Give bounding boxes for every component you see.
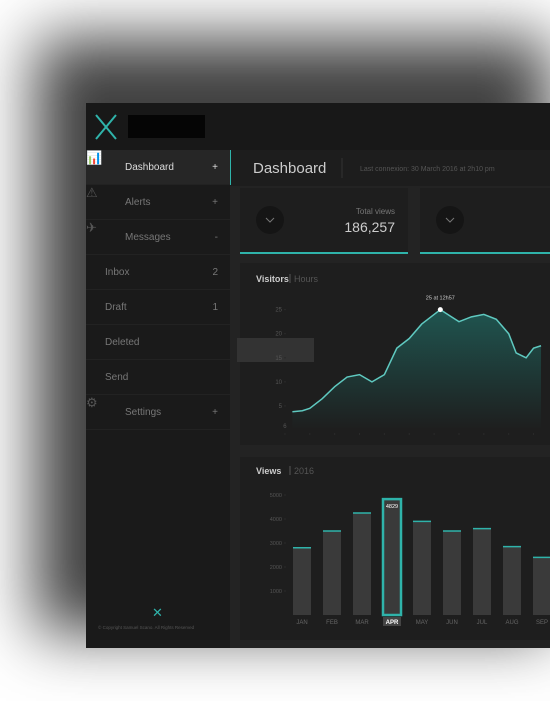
x-tick-label: JAN <box>296 620 307 626</box>
nav-label: Inbox <box>105 267 130 278</box>
app: 📊 Dashboard + ⚠ Alerts + ✈ Messages - Inbox 2 Draft… <box>86 103 550 648</box>
y-tick-label: 15 <box>275 356 282 362</box>
bar <box>503 546 521 615</box>
nav-label: Draft <box>105 302 127 313</box>
stat-icon <box>256 206 284 234</box>
nav-item[interactable]: ⚙ Settings + <box>86 395 230 430</box>
nav-count: 1 <box>212 302 218 313</box>
sidebar: 📊 Dashboard + ⚠ Alerts + ✈ Messages - Inbox 2 Draft… <box>86 150 230 648</box>
y-tick-label: 2000 <box>270 565 282 571</box>
x-tick-label: SEP <box>536 620 548 626</box>
nav-count: 2 <box>212 267 218 278</box>
y-tick-label: 25 <box>275 308 282 314</box>
chart-title: Views <box>256 466 281 476</box>
stat-label: Total views <box>356 207 395 216</box>
bar <box>293 547 311 615</box>
x-tick-label: FEB <box>326 620 338 626</box>
nav-item[interactable]: ✈ Messages - <box>86 220 230 255</box>
x-tick-label: JUL <box>477 620 488 626</box>
x-tick-label: AUG <box>505 620 518 626</box>
main: Dashboard Last connexion: 30 March 2016 a… <box>229 150 550 648</box>
nav-item[interactable]: Inbox 2 <box>86 255 230 290</box>
nav-item[interactable]: 📊 Dashboard + <box>86 150 230 185</box>
bar-value-label: 4829 <box>386 504 398 510</box>
line <box>292 308 542 413</box>
nav-indicator: + <box>212 197 218 208</box>
top-bar <box>86 103 550 150</box>
area <box>292 309 542 430</box>
nav-icon: ⚠ <box>86 185 98 200</box>
bar <box>473 528 491 615</box>
nav-label: Send <box>105 372 129 383</box>
y-tick-label: 10 <box>275 380 282 386</box>
nav-indicator: + <box>212 162 218 173</box>
chart-subtitle: Hours <box>294 274 319 284</box>
bar <box>533 557 550 615</box>
stat-value: 186,257 <box>344 219 395 235</box>
stat-chevron <box>265 217 275 223</box>
nav-item[interactable]: Draft 1 <box>86 290 230 325</box>
page-title: Dashboard <box>253 160 326 177</box>
bar <box>323 531 341 615</box>
bar <box>353 513 371 615</box>
nav-label: Messages <box>125 232 171 243</box>
copyright: © Copyright Samuel Scano. All Rights Res… <box>98 625 195 630</box>
x-tick-label: 6 <box>283 424 287 430</box>
nav-label: Alerts <box>125 197 151 208</box>
x-tick-label: MAY <box>416 620 429 626</box>
header-bg <box>230 150 550 186</box>
y-tick-label: 4000 <box>270 517 282 523</box>
nav-icon: ⚙ <box>86 395 98 410</box>
y-tick-label: 3000 <box>270 541 282 547</box>
nav-item[interactable]: ⚠ Alerts + <box>86 185 230 220</box>
y-tick-label: 5 <box>279 404 283 410</box>
nav-icon: ✈ <box>86 220 97 235</box>
stat-icon <box>436 206 464 234</box>
logo <box>95 114 117 140</box>
peak-point <box>437 307 443 313</box>
last-connexion: Last connexion: 30 March 2016 at 2h10 pm <box>360 166 495 173</box>
bar <box>443 531 461 615</box>
chart-title: Visitors <box>256 274 289 284</box>
y-tick-label: 20 <box>275 332 282 338</box>
nav-label: Deleted <box>105 337 140 348</box>
main-canvas: Dashboard Last connexion: 30 March 2016 a… <box>229 150 550 640</box>
y-tick-label: 1000 <box>270 589 282 595</box>
nav-indicator: - <box>214 232 218 243</box>
highlight-band <box>237 338 314 362</box>
x-tick-label: JUN <box>446 620 458 626</box>
nav-indicator: + <box>212 407 218 418</box>
bar <box>413 521 431 615</box>
stat-chevron <box>445 217 455 223</box>
peak-annotation: 25 at 12h57 <box>426 296 455 302</box>
label-box <box>383 617 401 626</box>
nav-item[interactable]: Deleted <box>86 325 230 360</box>
x-tick-label: APR <box>386 620 399 626</box>
chart-subtitle: 2016 <box>294 466 314 476</box>
bar <box>381 497 403 617</box>
nav-label: Dashboard <box>125 162 174 173</box>
user-box <box>128 115 205 138</box>
y-tick-label: 5000 <box>270 493 282 499</box>
logo-small: ✕ <box>152 605 163 620</box>
nav-item[interactable]: Send <box>86 360 230 395</box>
nav-label: Settings <box>125 407 162 418</box>
x-tick-label: MAR <box>355 620 369 626</box>
nav-icon: 📊 <box>86 150 103 165</box>
